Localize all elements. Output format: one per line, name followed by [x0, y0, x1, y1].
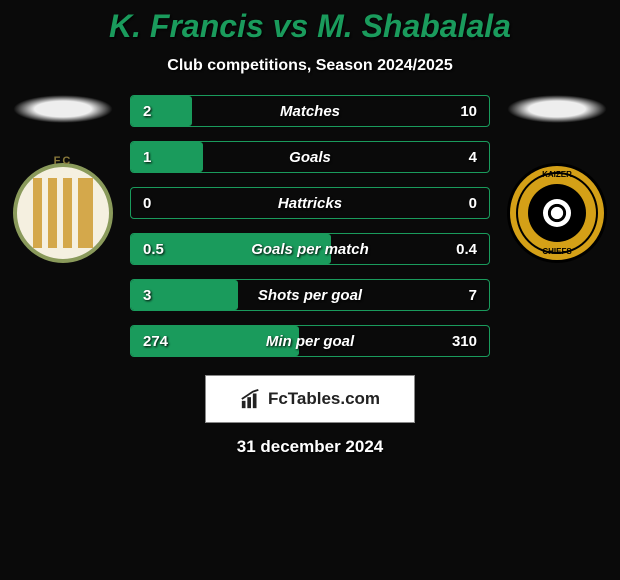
player-right-column: KAIZER CHIEFS	[502, 95, 612, 263]
stat-label: Hattricks	[131, 195, 489, 212]
crest-left-stripes	[33, 178, 93, 248]
stat-row: 0.5Goals per match0.4	[130, 233, 490, 265]
stat-right-value: 310	[452, 333, 477, 350]
footer-date: 31 december 2024	[0, 437, 620, 457]
stat-label: Goals per match	[131, 241, 489, 258]
player-shadow-right	[507, 95, 607, 123]
stat-right-value: 0	[469, 195, 477, 212]
crest-left: FC	[13, 163, 113, 263]
stat-label: Shots per goal	[131, 287, 489, 304]
stat-row: 274Min per goal310	[130, 325, 490, 357]
content-area: FC 2Matches10 1Goals4 0Hattricks0 0.5Goals …	[0, 95, 620, 371]
stat-row: 0Hattricks0	[130, 187, 490, 219]
player-left-column: FC	[8, 95, 118, 263]
stats-column: 2Matches10 1Goals4 0Hattricks0 0.5Goals per…	[118, 95, 502, 371]
stat-row: 1Goals4	[130, 141, 490, 173]
stat-right-value: 7	[469, 287, 477, 304]
crest-left-label: FC	[54, 155, 73, 167]
subtitle: Club competitions, Season 2024/2025	[0, 57, 620, 75]
stat-right-value: 10	[460, 103, 477, 120]
soccer-ball-icon	[543, 199, 571, 227]
chart-icon	[240, 388, 262, 410]
crest-right: KAIZER CHIEFS	[507, 163, 607, 263]
branding-badge[interactable]: FcTables.com	[205, 375, 415, 423]
branding-text: FcTables.com	[268, 389, 380, 409]
crest-right-inner	[528, 184, 586, 242]
player-shadow-left	[13, 95, 113, 123]
stat-row: 2Matches10	[130, 95, 490, 127]
stat-label: Goals	[131, 149, 489, 166]
stat-label: Min per goal	[131, 333, 489, 350]
stat-row: 3Shots per goal7	[130, 279, 490, 311]
stat-right-value: 4	[469, 149, 477, 166]
page-title: K. Francis vs M. Shabalala	[0, 0, 620, 45]
stat-label: Matches	[131, 103, 489, 120]
stat-right-value: 0.4	[456, 241, 477, 258]
crest-right-label-bot: CHIEFS	[542, 247, 571, 256]
